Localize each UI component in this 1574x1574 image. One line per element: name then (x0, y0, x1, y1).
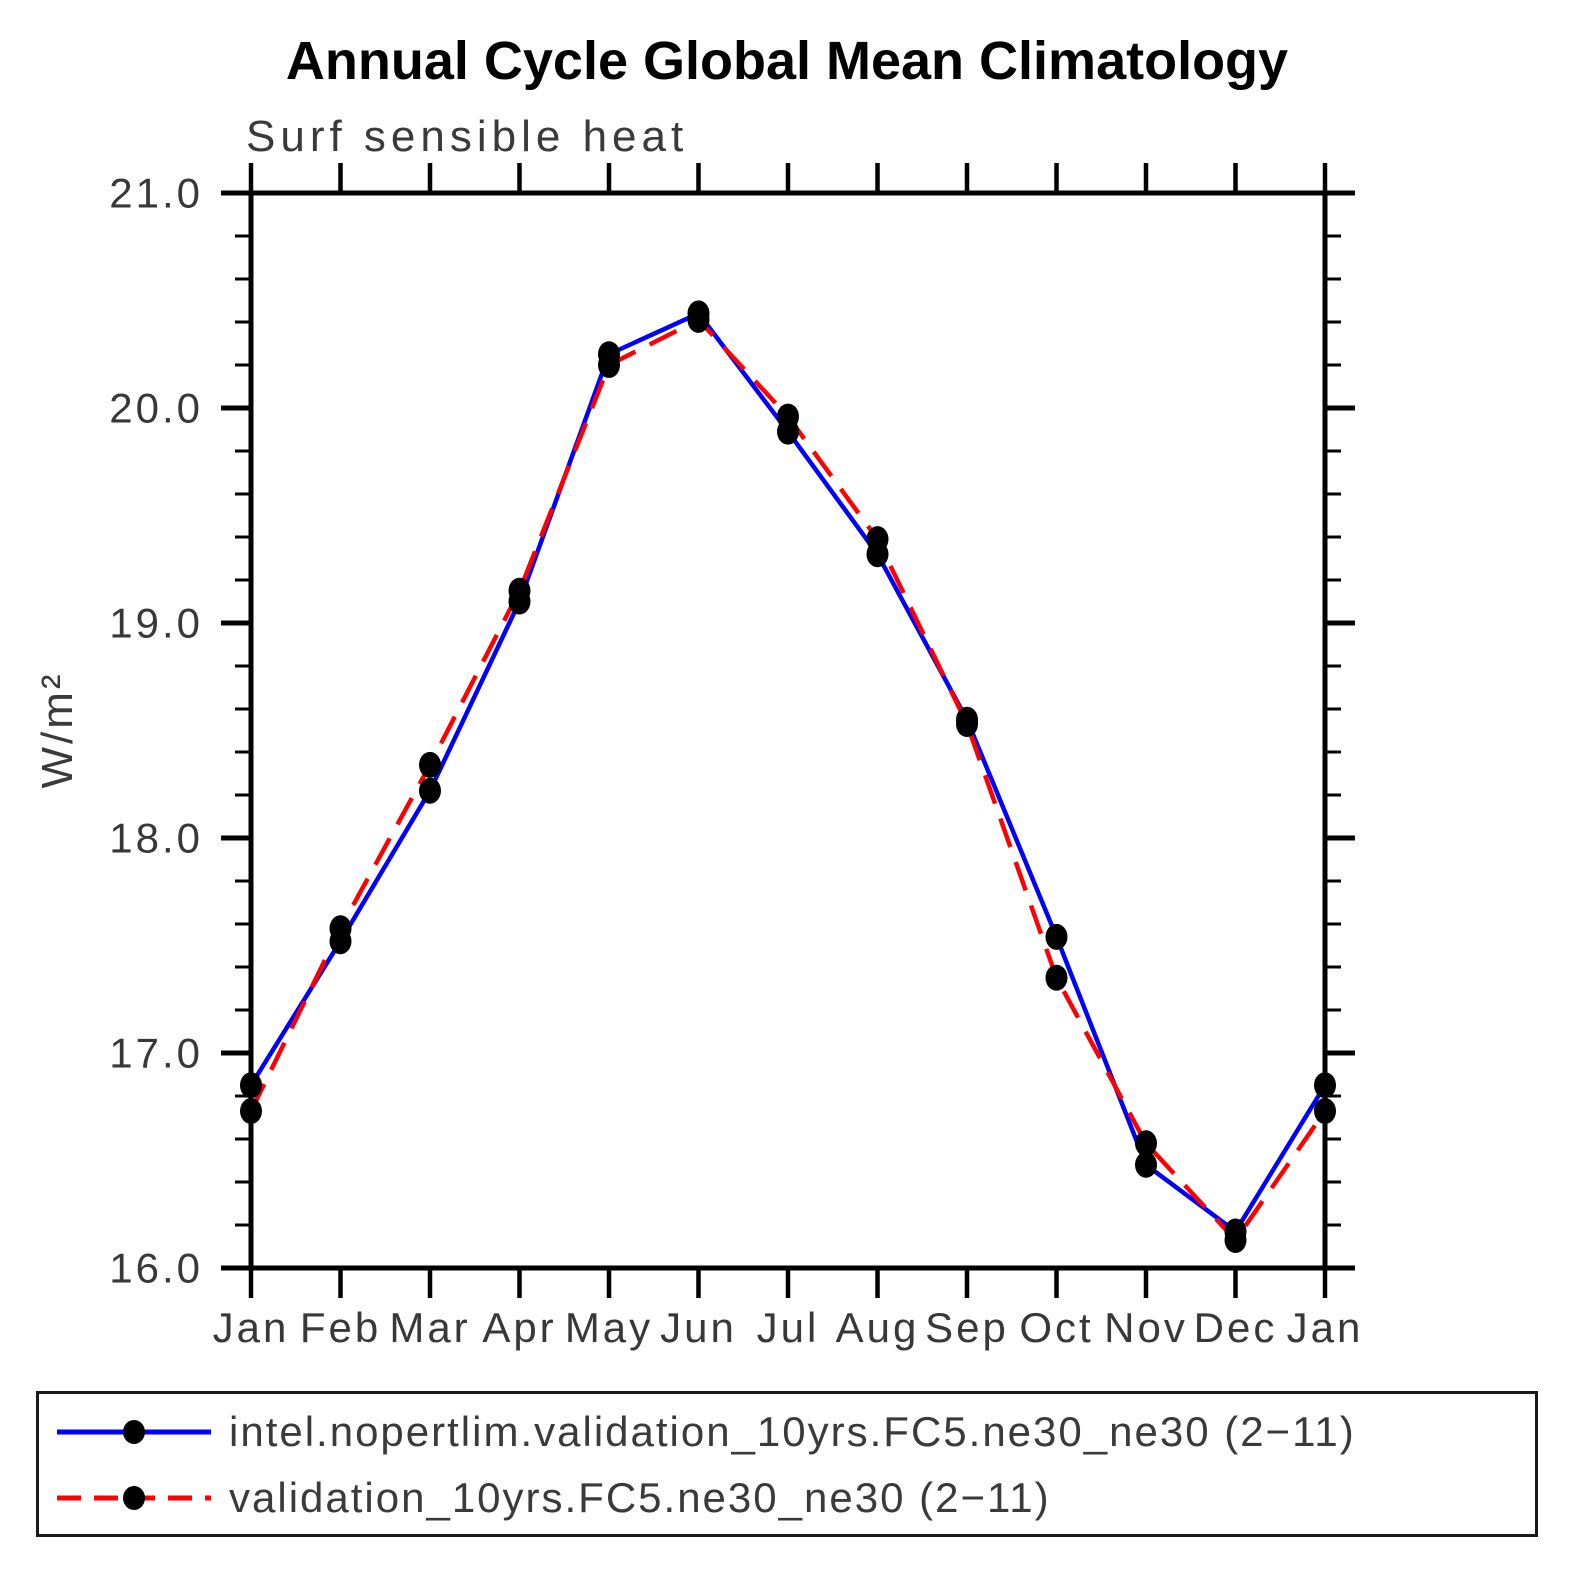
data-point-marker (508, 577, 531, 604)
legend-marker-dot (123, 1420, 145, 1444)
x-tick-label: Jul (757, 1304, 820, 1351)
x-tick-label: Oct (1019, 1304, 1093, 1351)
data-point-marker (1314, 1072, 1336, 1099)
data-point-marker (419, 751, 441, 778)
y-tick-label: 19.0 (109, 600, 203, 647)
data-point-marker (419, 777, 441, 804)
legend-label: intel.nopertlim.validation_10yrs.FC5.ne3… (229, 1408, 1356, 1455)
x-tick-label: Mar (389, 1304, 470, 1351)
plot-frame (248, 190, 1328, 1271)
data-point-marker (1045, 923, 1068, 950)
y-tick-label: 16.0 (109, 1245, 203, 1292)
data-point-marker (240, 1072, 262, 1099)
data-point-marker (1224, 1227, 1247, 1254)
data-point-marker (1135, 1130, 1157, 1157)
x-tick-label: Nov (1104, 1304, 1188, 1351)
data-point-marker (1045, 964, 1068, 991)
legend-item-blue: intel.nopertlim.validation_10yrs.FC5.ne3… (39, 1399, 1535, 1465)
data-point-marker (240, 1098, 262, 1125)
x-tick-label: Feb (300, 1304, 381, 1351)
legend-item-red: validation_10yrs.FC5.ne30_ne30 (2−11) (39, 1465, 1535, 1531)
x-tick-label: Dec (1194, 1304, 1278, 1351)
y-tick-label: 20.0 (109, 385, 203, 432)
y-tick-label: 17.0 (109, 1030, 203, 1077)
data-point-marker (329, 915, 352, 942)
data-point-marker (1314, 1098, 1336, 1125)
data-point-marker (598, 352, 620, 378)
x-tick-label: May (565, 1304, 653, 1351)
chart-title: Annual Cycle Global Mean Climatology (285, 31, 1289, 91)
plot-subtitle: Surf sensible heat (246, 112, 689, 161)
legend-marker-dot (123, 1486, 145, 1510)
x-tick-label: Jun (660, 1304, 737, 1351)
y-tick-label: 21.0 (109, 170, 203, 217)
data-point-marker (1135, 1151, 1157, 1178)
legend-box: intel.nopertlim.validation_10yrs.FC5.ne3… (36, 1391, 1538, 1537)
data-point-marker (777, 403, 799, 430)
data-point-marker (687, 306, 710, 333)
y-axis-label: W/m² (33, 671, 82, 789)
legend-swatch-solid (57, 1420, 211, 1444)
x-tick-label: Sep (925, 1304, 1009, 1351)
x-tick-label: Jan (1287, 1304, 1364, 1351)
x-tick-label: Aug (836, 1304, 920, 1351)
x-tick-label: Jan (213, 1304, 290, 1351)
data-point-marker (866, 526, 889, 553)
data-point-marker (956, 711, 978, 738)
series-line-1 (248, 317, 1327, 1243)
series-line-0 (249, 311, 1327, 1234)
legend-label: validation_10yrs.FC5.ne30_ne30 (2−11) (229, 1474, 1051, 1521)
legend-swatch-dashed (57, 1486, 211, 1510)
x-tick-label: Apr (482, 1304, 556, 1351)
y-tick-label: 18.0 (109, 815, 203, 862)
